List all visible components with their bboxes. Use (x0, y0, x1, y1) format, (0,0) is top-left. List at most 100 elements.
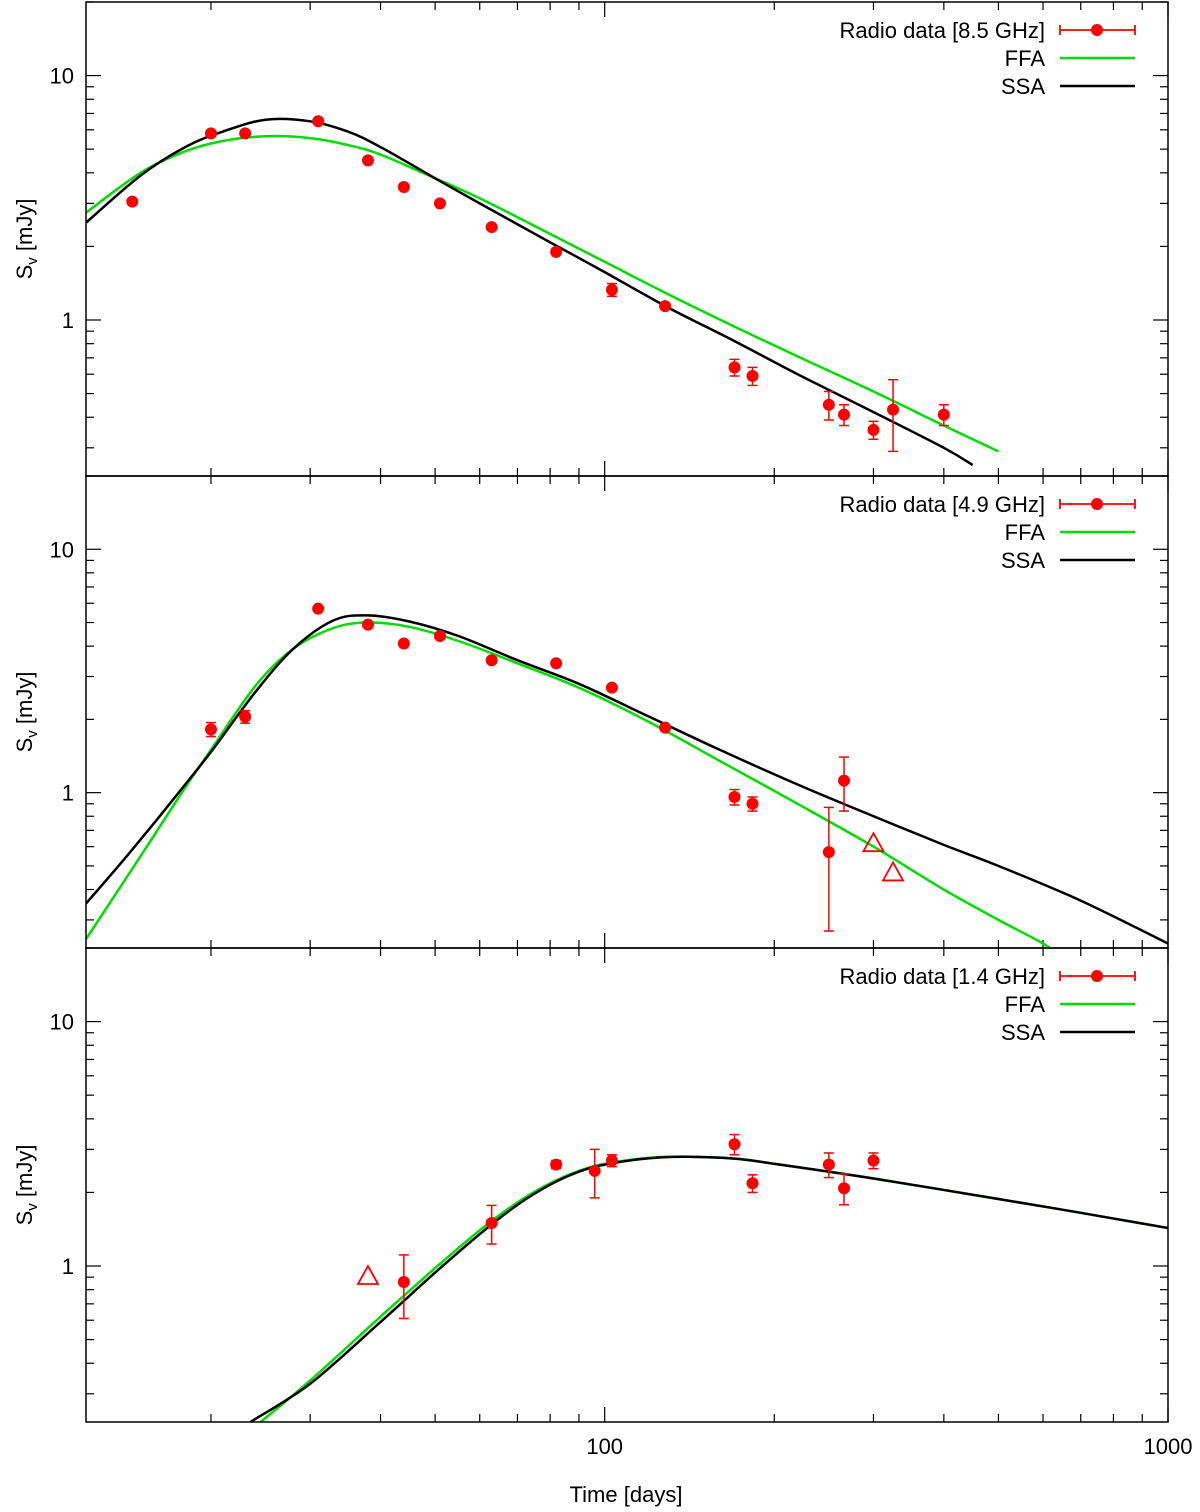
data-marker (659, 721, 672, 734)
data-point (887, 378, 900, 453)
data-point (937, 404, 950, 427)
data-marker (838, 1182, 851, 1195)
data-marker (312, 115, 325, 128)
data-point (822, 806, 835, 932)
data-marker (887, 403, 900, 416)
data-point (550, 245, 563, 258)
data-marker (728, 361, 741, 374)
ffa-curve (86, 621, 1053, 948)
y-axis-label: Sv [mJy] (12, 672, 41, 753)
data-marker (746, 1177, 759, 1190)
data-point (605, 1154, 618, 1168)
y-tick-label: 1 (62, 1254, 74, 1279)
y-axis-label-main: S (12, 1211, 37, 1226)
data-point (397, 637, 410, 650)
data-point (659, 721, 672, 734)
data-point (605, 282, 618, 298)
data-point (867, 1152, 880, 1170)
data-marker (550, 657, 563, 670)
data-marker (433, 197, 446, 210)
x-tick-label: 100 (586, 1434, 623, 1459)
data-point (746, 366, 759, 387)
data-marker (605, 681, 618, 694)
x-tick-label: 1000 (1144, 1434, 1193, 1459)
plot-frame (85, 947, 1169, 1423)
upper-limit-marker (881, 860, 905, 882)
data-marker (397, 637, 410, 650)
y-tick-label: 10 (50, 64, 74, 89)
y-axis-label-sub: v (24, 730, 41, 738)
data-point (485, 1204, 498, 1245)
data-marker (838, 408, 851, 421)
legend-label-ssa: SSA (1001, 548, 1045, 573)
y-axis-label-sub: v (24, 257, 41, 265)
y-axis-label-unit: [mJy] (12, 199, 37, 258)
legend-label-data: Radio data [1.4 GHz] (840, 964, 1045, 989)
data-point (822, 390, 835, 421)
data-marker (605, 1154, 618, 1167)
data-marker (204, 127, 217, 140)
data-point (728, 358, 741, 377)
data-point (588, 1148, 601, 1199)
data-marker (867, 423, 880, 436)
data-marker (550, 245, 563, 258)
data-point (312, 602, 325, 615)
data-marker (239, 710, 252, 723)
panel-4.9GHz: 1 10 Sv [mJy] Radio data [4.9 GHz] FFA SSA (12, 475, 1169, 949)
data-marker (838, 774, 851, 787)
data-point (867, 420, 880, 441)
data-marker (867, 1154, 880, 1167)
data-marker (659, 300, 672, 313)
y-axis-label-unit: [mJy] (12, 672, 37, 731)
data-marker (239, 127, 252, 140)
upper-limit-marker (356, 1264, 380, 1285)
data-point (550, 1158, 563, 1171)
data-marker (204, 723, 217, 736)
y-axis-label-main: S (12, 265, 37, 280)
ticks (86, 1, 1169, 476)
data-point (659, 300, 672, 313)
legend-data-marker (1091, 970, 1103, 982)
y-tick-label: 10 (50, 537, 74, 562)
upper-limit-marker (861, 831, 885, 853)
panel-8.5GHz: 1 10 Sv [mJy] Radio data [8.5 GHz] FFA SSA (12, 1, 1169, 477)
ssa-curve (86, 117, 974, 467)
data-marker (361, 618, 374, 631)
data-marker (937, 408, 950, 421)
legend: Radio data [8.5 GHz] FFA SSA (840, 18, 1136, 99)
y-tick-label: 10 (50, 1010, 74, 1035)
y-tick-label: 1 (62, 308, 74, 333)
legend: Radio data [1.4 GHz] FFA SSA (840, 964, 1136, 1045)
data-point (605, 681, 618, 694)
data-marker (746, 370, 759, 383)
legend-label-ffa: FFA (1005, 992, 1046, 1017)
data-marker (126, 195, 139, 208)
data-point (361, 154, 374, 167)
x-axis-label: Time [days] (570, 1482, 683, 1507)
legend-label-data: Radio data [8.5 GHz] (840, 18, 1045, 43)
data-marker (312, 602, 325, 615)
data-marker (485, 654, 498, 667)
data-point (485, 654, 498, 667)
data-point (239, 127, 252, 140)
data-marker (822, 398, 835, 411)
data-point (204, 127, 217, 140)
data-point (838, 756, 851, 812)
data-marker (588, 1164, 601, 1177)
panels: 1 10 Sv [mJy] Radio data [8.5 GHz] FFA SSA 1 10… (12, 1, 1193, 1459)
data-marker (822, 1158, 835, 1171)
y-axis-label-sub: v (24, 1203, 41, 1211)
data-point (822, 1152, 835, 1179)
y-axis-label: Sv [mJy] (12, 1145, 41, 1226)
data-marker (433, 630, 446, 643)
panel-1.4GHz: 1 10 Sv [mJy] Radio data [1.4 GHz] FFA SSA 100… (12, 947, 1193, 1459)
ffa-curve (86, 134, 999, 453)
y-axis-label: Sv [mJy] (12, 199, 41, 280)
legend-label-data: Radio data [4.9 GHz] (840, 492, 1045, 517)
data-point (728, 1133, 741, 1156)
data-marker (361, 154, 374, 167)
data-point (728, 788, 741, 806)
legend-data-marker (1091, 24, 1103, 36)
data-marker (485, 1216, 498, 1229)
